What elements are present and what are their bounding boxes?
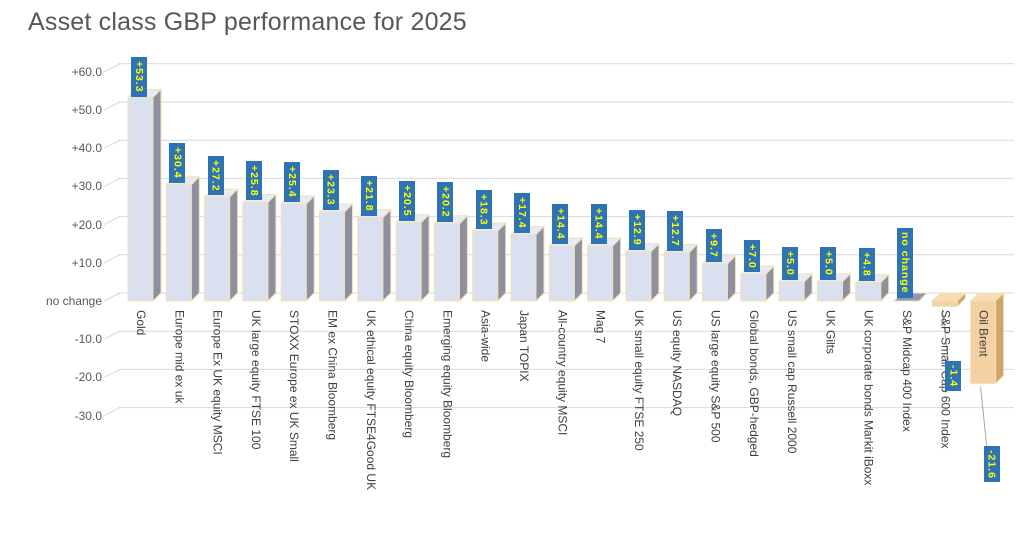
bar-front (357, 217, 384, 302)
bar-front (970, 300, 997, 385)
axis-tick (103, 139, 121, 149)
axis-tick (103, 101, 121, 111)
bar-side (458, 214, 468, 303)
bar-side (420, 213, 430, 303)
bar-front (740, 273, 767, 302)
bar-front (587, 245, 614, 302)
bar-top (892, 292, 929, 302)
axis-tick (103, 330, 121, 340)
chart-title: Asset class GBP performance for 2025 (28, 8, 467, 36)
bar-front (625, 251, 652, 302)
bar-front (433, 223, 460, 302)
bar-side (305, 194, 315, 303)
axis-tick (103, 177, 121, 187)
bar-side (382, 208, 392, 303)
bar-side (727, 254, 736, 303)
bar-side (267, 193, 277, 303)
bar-front (548, 245, 575, 302)
bar-front (127, 96, 154, 302)
bar-front (816, 281, 843, 302)
bar-front (472, 230, 499, 302)
bar-side (344, 202, 353, 303)
bar-side (229, 187, 239, 303)
bar-side (995, 291, 1005, 385)
bar-side (650, 242, 660, 303)
bar-front (165, 184, 192, 302)
leader-line (980, 386, 988, 446)
bar-front (395, 222, 422, 302)
bar-side (190, 175, 200, 303)
bar-front (855, 282, 882, 302)
bar-side (573, 236, 583, 303)
bar-front (778, 281, 805, 302)
bar-side (612, 236, 622, 303)
bar-front (663, 251, 690, 302)
bar-side (152, 88, 162, 303)
bar-front (242, 201, 269, 302)
axis-tick (103, 407, 121, 417)
bar-front (510, 234, 537, 302)
bar-front (702, 263, 728, 302)
axis-tick (103, 216, 121, 226)
bar-front (204, 196, 231, 302)
axis-tick (103, 254, 121, 264)
leader-line (941, 309, 949, 362)
axis-tick (103, 63, 121, 73)
bar-front (931, 300, 958, 307)
bar-side (497, 221, 507, 303)
bar-side (688, 243, 698, 303)
bar-front (319, 211, 345, 302)
axis-tick (103, 368, 121, 378)
bar-side (535, 225, 545, 303)
axis-tick (103, 292, 121, 302)
bar-front (280, 203, 307, 302)
